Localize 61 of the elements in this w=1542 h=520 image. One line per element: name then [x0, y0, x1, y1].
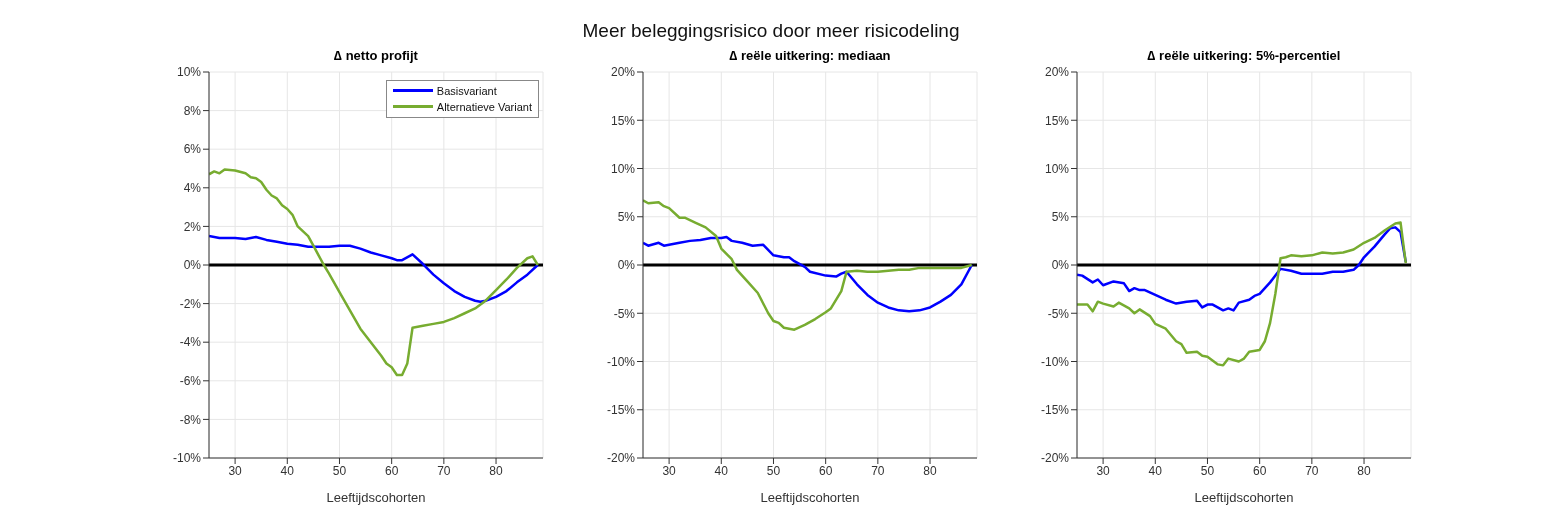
x-tick-label: 70: [871, 463, 885, 478]
x-tick-label: 50: [332, 463, 347, 478]
y-tick-label: 10%: [610, 161, 636, 176]
y-tick-label: -10%: [1040, 354, 1070, 369]
line-series: [643, 199, 974, 331]
x-tick-label: 40: [714, 463, 729, 478]
y-tick-label: 20%: [1044, 65, 1070, 80]
y-tick-label: -2%: [179, 296, 202, 311]
y-tick-label: 8%: [183, 103, 202, 118]
y-tick-label: -5%: [1047, 306, 1070, 321]
x-tick-label: 60: [384, 463, 399, 478]
x-tick-label: 70: [437, 463, 451, 478]
y-tick-label: 10%: [176, 65, 202, 80]
x-tick-label: 50: [766, 463, 781, 478]
line-series: [1077, 221, 1408, 367]
line-series: [209, 168, 540, 377]
x-tick-label: 60: [818, 463, 833, 478]
y-tick-label: -8%: [179, 412, 202, 427]
y-tick-label: 15%: [610, 113, 636, 128]
x-tick-label: 40: [280, 463, 295, 478]
chart-title: ∆ reële uitkering: 5%-percentiel: [1146, 48, 1342, 65]
x-tick-label: 30: [228, 463, 243, 478]
x-axis-title: Leeftijdscohorten: [760, 490, 860, 505]
y-tick-label: -10%: [172, 451, 202, 466]
legend-label: Alternatieve Variant: [436, 100, 532, 115]
y-tick-label: -15%: [606, 403, 636, 418]
y-tick-label: 2%: [183, 219, 202, 234]
y-tick-label: 6%: [183, 142, 202, 157]
y-tick-label: -20%: [606, 451, 636, 466]
text: Meer beleggingsrisico door meer risicodeling: [581, 20, 961, 42]
line-series: [209, 234, 540, 303]
x-tick-label: 70: [1305, 463, 1319, 478]
y-tick-label: 5%: [1051, 210, 1070, 225]
y-tick-label: -20%: [1040, 451, 1070, 466]
y-tick-label: 0%: [617, 258, 636, 273]
line-series: [643, 235, 974, 313]
y-tick-label: -4%: [179, 335, 202, 350]
y-tick-label: 0%: [1051, 258, 1070, 273]
x-tick-label: 80: [1357, 463, 1372, 478]
x-tick-label: 30: [662, 463, 677, 478]
y-tick-label: -6%: [179, 374, 202, 389]
y-tick-label: -10%: [606, 354, 636, 369]
y-tick-label: 10%: [1044, 161, 1070, 176]
x-tick-label: 80: [489, 463, 504, 478]
x-tick-label: 30: [1096, 463, 1111, 478]
legend-label: Basisvariant: [436, 84, 497, 99]
x-tick-label: 80: [923, 463, 938, 478]
y-tick-label: 15%: [1044, 113, 1070, 128]
x-axis-title: Leeftijdscohorten: [1194, 490, 1294, 505]
y-tick-label: 4%: [183, 181, 202, 196]
y-tick-label: -15%: [1040, 403, 1070, 418]
y-tick-label: 0%: [183, 258, 202, 273]
x-tick-label: 50: [1200, 463, 1215, 478]
x-axis-title: Leeftijdscohorten: [326, 490, 426, 505]
x-tick-label: 60: [1252, 463, 1267, 478]
x-tick-label: 40: [1148, 463, 1163, 478]
y-tick-label: 20%: [610, 65, 636, 80]
chart-title: ∆ reële uitkering: mediaan: [728, 48, 892, 65]
y-tick-label: -5%: [613, 306, 636, 321]
y-tick-label: 5%: [617, 210, 636, 225]
chart-title: ∆ netto profijt: [333, 48, 419, 65]
